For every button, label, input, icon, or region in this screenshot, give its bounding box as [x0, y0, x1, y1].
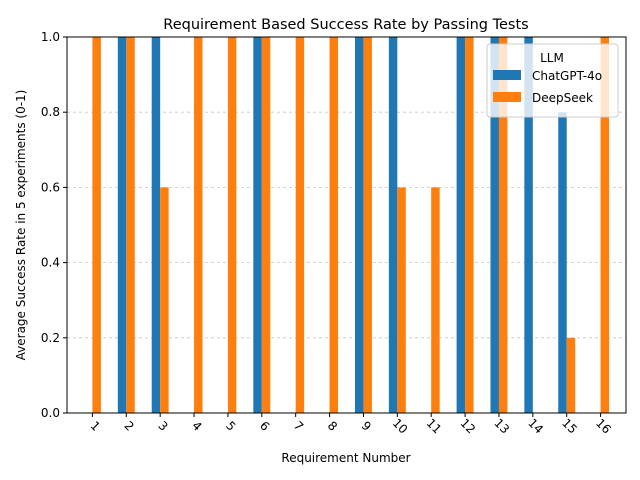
legend-title: LLM [540, 51, 564, 65]
bar-chatgpt-req-2 [117, 37, 127, 413]
bar-deepseek-req-15 [566, 337, 576, 413]
x-tick-label: 15 [559, 416, 580, 437]
bar-deepseek-req-2 [126, 37, 135, 413]
bar-deepseek-req-6 [261, 37, 271, 413]
bar-deepseek-req-4 [194, 37, 203, 413]
plot-frame [66, 36, 627, 414]
bar-chatgpt-req-13 [490, 37, 499, 413]
x-tick-label: 1 [88, 419, 103, 434]
y-ticks: 0.0 0.2 0.4 0.6 0.8 1.0 [41, 30, 67, 420]
bar-deepseek-req-9 [363, 37, 372, 413]
bar-chatgpt-req-6 [253, 37, 262, 413]
y-tick-label: 0.4 [41, 256, 60, 270]
bar-deepseek-req-8 [329, 37, 339, 413]
x-tick-label: 12 [458, 416, 479, 437]
y-axis-label: Average Success Rate in 5 experiments (0… [14, 90, 28, 361]
y-tick-label: 1.0 [41, 30, 60, 44]
x-tick-label: 14 [525, 416, 546, 437]
bars [92, 37, 610, 413]
legend-label-deepseek: DeepSeek [532, 91, 593, 105]
bar-deepseek-req-5 [227, 37, 237, 413]
x-tick-label: 7 [291, 419, 306, 434]
x-tick-label: 10 [390, 416, 411, 437]
bar-deepseek-req-3 [160, 187, 169, 413]
y-tick-label: 0.8 [41, 105, 60, 119]
x-tick-label: 5 [223, 419, 238, 434]
y-tick-label: 0.0 [41, 406, 60, 420]
x-tick-label: 9 [359, 419, 374, 434]
bar-chatgpt-req-12 [456, 37, 466, 413]
legend-swatch-deepseek [493, 92, 521, 102]
x-tick-label: 8 [325, 419, 340, 434]
bar-chatgpt-req-3 [151, 37, 161, 413]
chart-title: Requirement Based Success Rate by Passin… [163, 17, 528, 33]
y-tick-label: 0.6 [41, 180, 60, 194]
bar-deepseek-req-10 [397, 187, 406, 413]
x-tick-label: 16 [593, 416, 614, 437]
bar-chatgpt-req-10 [388, 37, 398, 413]
legend: LLM ChatGPT-4o DeepSeek [486, 43, 619, 118]
x-axis-label: Requirement Number [281, 451, 410, 465]
legend-label-chatgpt: ChatGPT-4o [532, 69, 602, 83]
legend-swatch-chatgpt [493, 70, 521, 80]
x-tick-label: 11 [424, 416, 445, 437]
bar-deepseek-req-13 [498, 37, 508, 413]
bar-chatgpt-req-14 [524, 37, 533, 413]
x-tick-label: 3 [155, 419, 170, 434]
bar-chatgpt-req-15 [558, 112, 567, 413]
x-tick-label: 4 [189, 419, 204, 434]
x-ticks: 1 2 3 4 5 6 7 8 9 10 11 12 13 14 15 16 [88, 413, 614, 437]
x-tick-label: 13 [491, 416, 512, 437]
x-tick-label: 6 [257, 419, 272, 434]
bar-deepseek-req-16 [600, 37, 610, 413]
x-tick-label: 2 [121, 419, 136, 434]
y-tick-label: 0.2 [41, 331, 60, 345]
bar-deepseek-req-12 [465, 37, 474, 413]
bar-deepseek-req-11 [431, 187, 440, 413]
bar-deepseek-req-1 [92, 37, 101, 413]
bar-chatgpt-req-9 [354, 37, 364, 413]
bar-deepseek-req-7 [295, 37, 305, 413]
